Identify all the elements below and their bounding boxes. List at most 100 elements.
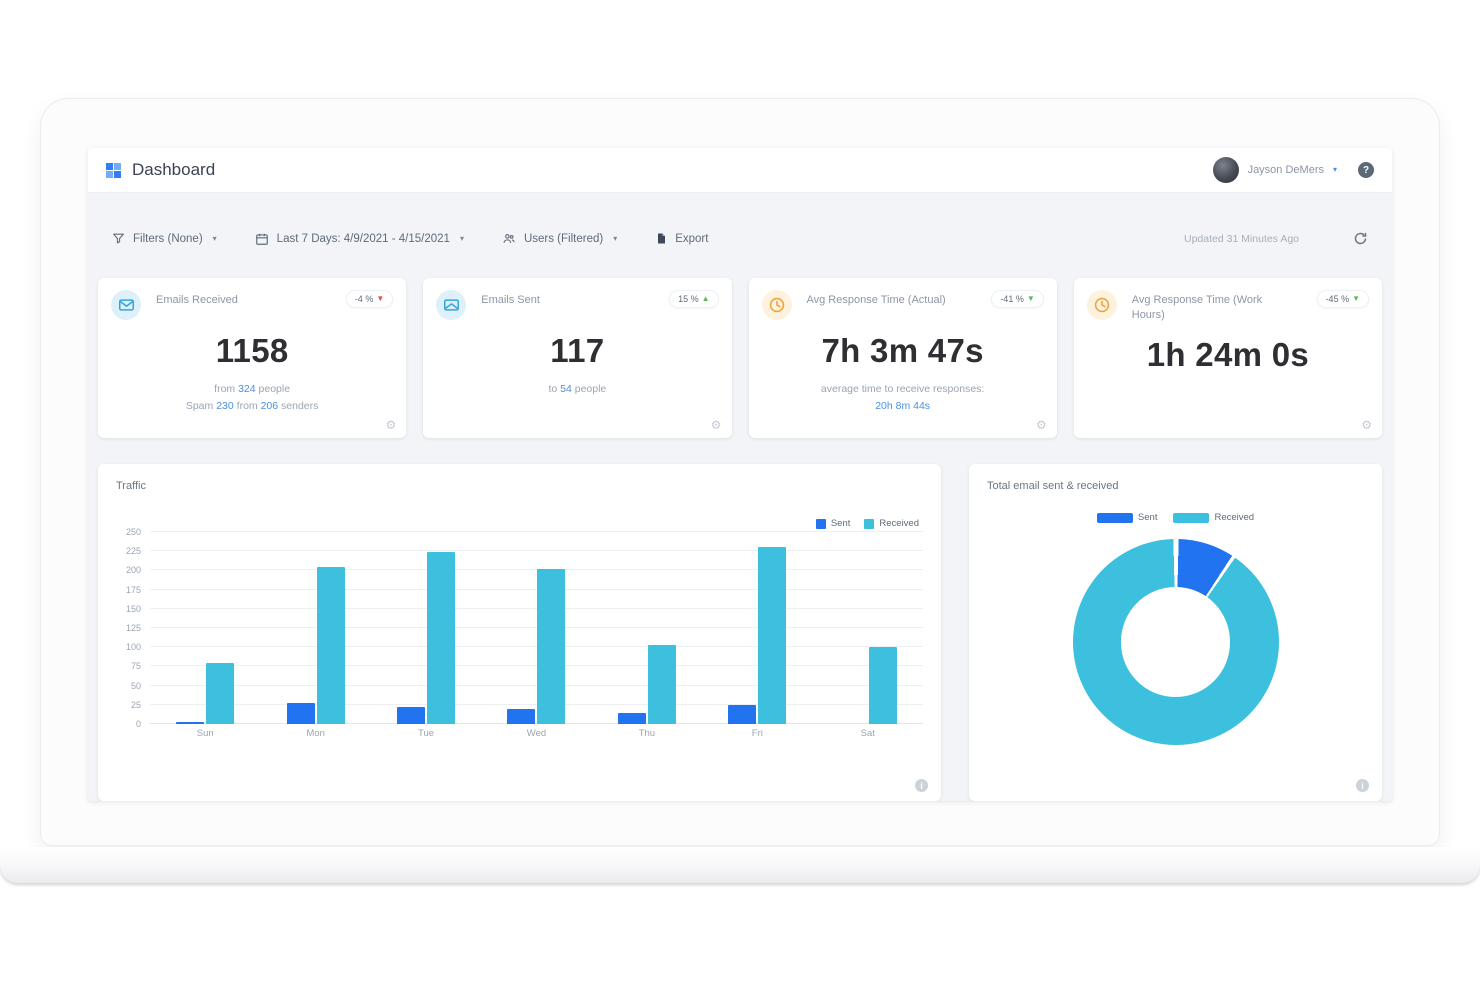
trend-badge: 15 % ▲ <box>669 290 719 308</box>
gridline <box>150 588 923 590</box>
stat-text: from <box>214 383 239 395</box>
stat-card-subline: from 324 people <box>111 381 393 398</box>
gear-icon[interactable] <box>385 418 396 432</box>
bar-sent-thu <box>617 713 646 724</box>
page-title: Dashboard <box>132 160 216 179</box>
stat-card-subline: Spam 230 from 206 senders <box>111 398 393 415</box>
stat-link[interactable]: 54 <box>560 383 572 395</box>
stat-link[interactable]: 20h 8m 44s <box>875 400 931 413</box>
stat-card-4: Avg Response Time (Work Hours) -45 % ▼ 1h 2… <box>1073 278 1382 438</box>
gear-icon[interactable] <box>1361 418 1372 432</box>
export-button[interactable]: Export <box>655 232 708 245</box>
user-name[interactable]: Jayson DeMers <box>1247 164 1324 176</box>
bar-received-fri <box>758 546 787 724</box>
donut-wrap <box>987 539 1364 745</box>
stat-card-subline: average time to receive responses: <box>762 381 1044 398</box>
stat-link[interactable]: 206 <box>260 400 279 413</box>
gridline <box>150 627 923 628</box>
avatar[interactable] <box>1212 157 1239 183</box>
legend-item-received[interactable]: Received <box>1173 512 1254 523</box>
charts-row: Traffic Sent Received 0 25 50 75 100 125 150 175… <box>98 464 1382 801</box>
info-icon[interactable] <box>915 779 928 792</box>
stat-card-title: Emails Received <box>156 294 238 306</box>
gridline <box>150 646 923 648</box>
top-bar: Dashboard Jayson DeMers <box>88 148 1392 193</box>
stat-link[interactable]: 230 <box>216 400 234 413</box>
dashboard-app: Dashboard Jayson DeMers Filters (None) L… <box>88 148 1392 801</box>
bar-sent-tue <box>397 707 426 724</box>
stat-card-header: Emails Sent 15 % ▲ <box>436 290 719 320</box>
x-tick-label: Sun <box>196 727 214 739</box>
traffic-plot-area <box>150 531 923 724</box>
y-tick-label: 200 <box>125 565 141 576</box>
legend-item-sent[interactable]: Sent <box>1096 512 1157 523</box>
stat-card-value: 117 <box>550 332 605 369</box>
bar-group-tue <box>397 532 456 724</box>
bars-layer <box>150 532 923 724</box>
gridline <box>150 607 923 609</box>
gear-icon[interactable] <box>1036 418 1047 432</box>
traffic-x-axis: Sun Mon Tue Wed Thu Fri Sat <box>150 724 923 742</box>
export-label: Export <box>675 232 709 245</box>
stat-link[interactable]: 324 <box>238 383 256 395</box>
legend-label: Sent <box>830 518 851 529</box>
gear-icon[interactable] <box>711 418 722 432</box>
date-range-dropdown[interactable]: Last 7 Days: 4/9/2021 - 4/15/2021 <box>255 232 464 246</box>
donut-title: Total email sent & received <box>987 480 1119 492</box>
stat-card-subline: 20h 8m 44s <box>762 398 1044 415</box>
traffic-bar-chart: 0 25 50 75 100 125 150 175 200 225 250 <box>116 527 923 729</box>
filters-dropdown[interactable]: Filters (None) <box>112 232 217 245</box>
stat-text: average time to receive responses: <box>820 383 985 395</box>
filter-toolbar: Filters (None) Last 7 Days: 4/9/2021 - 4… <box>88 193 1392 246</box>
stat-card-header: Avg Response Time (Work Hours) -45 % ▼ <box>1086 290 1369 324</box>
brand: Dashboard <box>106 160 215 180</box>
updated-status: Updated 31 Minutes Ago <box>1184 232 1299 245</box>
laptop-screen: Dashboard Jayson DeMers Filters (None) L… <box>40 98 1440 846</box>
envelope-received-icon <box>111 290 141 320</box>
bar-group-sun <box>176 532 235 724</box>
y-tick-label: 175 <box>125 584 141 595</box>
legend-item-sent[interactable]: Sent <box>815 518 851 529</box>
funnel-icon <box>113 233 124 244</box>
stat-card-subtext: to 54 people <box>436 381 718 398</box>
stat-cards-row: Emails Received -4 % ▼ 1158 from 324 people S… <box>98 278 1382 438</box>
bar-received-mon <box>316 566 345 724</box>
legend-swatch <box>1173 512 1210 523</box>
y-tick-label: 0 <box>135 719 141 729</box>
stat-card-subtext: from 324 people Spam 230 from 206 senders <box>111 381 393 416</box>
x-tick-label: Thu <box>638 727 656 739</box>
bar-received-sat <box>868 647 897 724</box>
help-icon[interactable] <box>1358 162 1374 178</box>
stat-text: people <box>571 383 607 395</box>
trend-badge: -45 % ▼ <box>1316 290 1369 308</box>
legend-item-received[interactable]: Received <box>864 518 919 529</box>
y-tick-label: 50 <box>130 680 141 691</box>
chevron-down-icon <box>213 235 217 243</box>
traffic-panel: Traffic Sent Received 0 25 50 75 100 125 150 175… <box>98 464 941 801</box>
y-tick-label: 225 <box>125 546 141 557</box>
donut-legend: Sent Received <box>987 512 1364 523</box>
donut-chart <box>1072 539 1279 745</box>
legend-label: Received <box>879 518 919 529</box>
stat-card-value: 1h 24m 0s <box>1146 335 1310 373</box>
info-icon[interactable] <box>1356 779 1369 792</box>
trend-badge: -4 % ▼ <box>345 290 394 308</box>
stat-card-title: Avg Response Time (Actual) <box>806 294 946 306</box>
stat-card-1: Emails Received -4 % ▼ 1158 from 324 people S… <box>98 278 407 438</box>
users-dropdown[interactable]: Users (Filtered) <box>502 232 617 245</box>
refresh-icon[interactable] <box>1353 231 1368 246</box>
y-tick-label: 25 <box>130 699 141 710</box>
bar-group-thu <box>617 532 676 724</box>
chevron-down-icon <box>613 235 617 243</box>
bar-sent-mon <box>286 702 315 724</box>
user-menu[interactable]: Jayson DeMers <box>1212 157 1374 183</box>
x-tick-label: Mon <box>306 727 325 739</box>
bar-received-wed <box>537 568 566 724</box>
stat-card-header: Avg Response Time (Actual) -41 % ▼ <box>761 290 1044 320</box>
bar-sent-fri <box>728 704 757 724</box>
chevron-down-icon <box>460 235 464 243</box>
bar-group-wed <box>507 532 566 724</box>
app-logo-icon <box>106 162 121 178</box>
stat-text: Spam <box>185 400 217 413</box>
clock-icon <box>761 290 792 320</box>
